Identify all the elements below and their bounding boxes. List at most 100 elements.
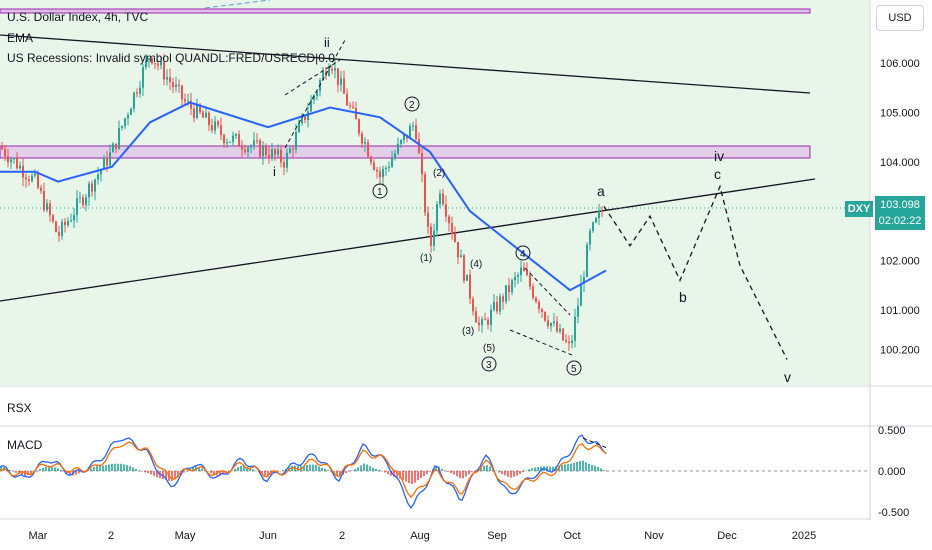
histogram-bar — [522, 471, 524, 473]
candle-body — [373, 162, 375, 170]
histogram-bar — [165, 471, 167, 480]
ema-line[interactable] — [0, 101, 607, 292]
candle-body — [232, 135, 234, 142]
candle-body — [250, 146, 252, 148]
candle-body — [598, 210, 600, 219]
candle-body — [583, 276, 585, 284]
candle-body — [376, 169, 378, 172]
histogram-bar — [513, 471, 515, 477]
candle-body — [448, 216, 450, 224]
histogram-bar — [453, 471, 455, 475]
currency-button[interactable]: USD — [876, 5, 924, 31]
candle-body — [259, 140, 261, 157]
wave-projection[interactable] — [603, 184, 788, 360]
candle-body — [217, 121, 219, 126]
histogram-bar — [408, 471, 410, 484]
candle-body — [592, 222, 594, 231]
histogram-bar — [45, 466, 47, 471]
price-tick-label: 101.000 — [880, 305, 920, 317]
candle-body — [88, 183, 90, 198]
histogram-bar — [498, 471, 500, 473]
time-tick-label: May — [175, 530, 196, 542]
candle-body — [52, 215, 54, 222]
candle-body — [349, 105, 351, 107]
candle-body — [580, 283, 582, 306]
resistance-zone-top[interactable] — [0, 8, 811, 14]
histogram-bar — [231, 470, 233, 472]
histogram-bar — [327, 470, 329, 471]
histogram-bar — [282, 470, 284, 471]
histogram-bar — [192, 467, 194, 471]
candle-body — [145, 59, 147, 68]
trendline-lower[interactable] — [0, 178, 816, 302]
candle-body — [517, 275, 519, 277]
wave-marker-1 — [372, 183, 388, 199]
macd-tick-label: -0.500 — [878, 507, 909, 519]
histogram-bar — [375, 468, 377, 471]
signal-line[interactable] — [0, 441, 607, 498]
candle-body — [187, 100, 189, 102]
candle-body — [133, 92, 135, 109]
histogram-bar — [105, 465, 107, 471]
candle-body — [76, 198, 78, 215]
histogram-bar — [303, 465, 305, 471]
recession-indicator-label[interactable]: US Recessions: Invalid symbol QUANDL:FRE… — [7, 51, 335, 65]
svg-text:2: 2 — [409, 100, 415, 111]
histogram-bar — [510, 471, 512, 478]
candle-body — [163, 61, 165, 80]
candle-body — [220, 125, 222, 136]
histogram-bar — [117, 463, 119, 471]
histogram-bar — [576, 461, 578, 471]
histogram-bar — [573, 462, 575, 471]
histogram-bar — [474, 470, 476, 472]
time-axis-ticks[interactable]: Mar 2 May Jun 2 Aug Sep Oct Nov Dec 2025 — [29, 530, 817, 542]
ema-indicator-label[interactable]: EMA — [7, 31, 34, 45]
histogram-bar — [306, 465, 308, 471]
candle-body — [463, 255, 465, 281]
candle-body — [151, 58, 153, 64]
candle-body — [460, 255, 462, 258]
histogram-bar — [183, 471, 185, 473]
candle-body — [154, 63, 156, 65]
histogram-bar — [237, 467, 239, 471]
wave-labels: ii i 2 1 (2) (1) (4) 4 (3) (5) 3 5 a iv … — [273, 35, 791, 385]
histogram-bar — [516, 471, 518, 476]
candle-body — [442, 193, 444, 205]
candle-body — [436, 204, 438, 231]
candle-body — [256, 140, 258, 142]
svg-text:4: 4 — [520, 249, 526, 260]
candle-body — [313, 95, 315, 100]
histogram-bar — [57, 468, 59, 471]
macd-divergence — [582, 437, 608, 449]
histogram-bar — [153, 471, 155, 476]
candle-body — [298, 123, 300, 133]
candle-body — [301, 115, 303, 124]
wave-label-b: b — [679, 289, 687, 305]
support-zone[interactable] — [0, 145, 811, 159]
rsx-pane-label[interactable]: RSX — [7, 401, 32, 415]
trendline-upper[interactable] — [0, 34, 811, 94]
time-tick-label: 2 — [339, 530, 345, 542]
candle-body — [409, 126, 411, 139]
candle-body — [451, 223, 453, 234]
candle-body — [346, 93, 348, 106]
macd-pane-label[interactable]: MACD — [7, 438, 43, 452]
candle-body — [7, 156, 9, 163]
candle-body — [160, 61, 162, 66]
histogram-bar — [147, 471, 149, 474]
candle-body — [292, 148, 294, 150]
histogram-bar — [495, 470, 497, 472]
histogram-bar — [396, 471, 398, 478]
price-axis[interactable] — [870, 0, 932, 550]
candle-body — [562, 328, 564, 341]
candle-body — [472, 298, 474, 312]
histogram-bar — [567, 464, 569, 471]
candle-body — [238, 133, 240, 147]
candle-body — [91, 183, 93, 192]
wave-label-paren-2: (2) — [433, 168, 445, 179]
histogram-bar — [198, 467, 200, 471]
candle-body — [280, 149, 282, 163]
macd-line[interactable] — [0, 434, 607, 510]
histogram-bar — [345, 471, 347, 474]
candle-body — [25, 177, 27, 180]
